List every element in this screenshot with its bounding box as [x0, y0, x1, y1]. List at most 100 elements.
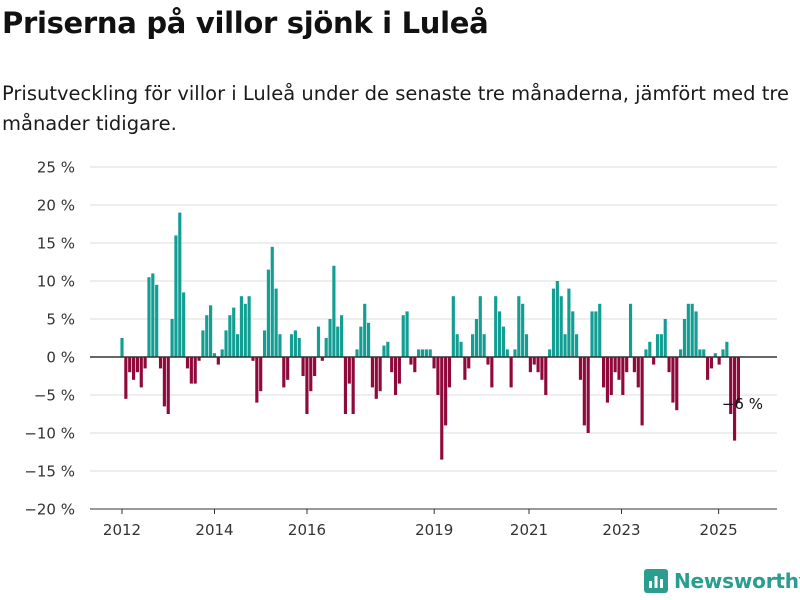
- bar: [278, 334, 282, 357]
- bar: [151, 273, 155, 357]
- bar: [328, 319, 332, 357]
- bar: [386, 341, 390, 357]
- bar: [609, 357, 613, 395]
- bar: [474, 319, 479, 357]
- bar: [648, 341, 652, 357]
- bar: [613, 357, 617, 373]
- x-tick-label: 2019: [415, 521, 453, 539]
- bar: [212, 353, 217, 357]
- bar: [563, 334, 567, 357]
- bar: [721, 349, 725, 357]
- bar: [262, 330, 267, 357]
- bar: [417, 349, 421, 357]
- bar: [139, 357, 143, 388]
- bar: [702, 349, 706, 357]
- bar: [347, 357, 351, 384]
- bar: [209, 305, 213, 357]
- bar: [451, 296, 455, 357]
- bar: [682, 319, 687, 357]
- bar: [232, 307, 236, 357]
- bar: [332, 265, 336, 357]
- bar: [706, 357, 710, 380]
- bar: [413, 357, 417, 373]
- bar: [501, 326, 505, 357]
- bar: [725, 341, 729, 357]
- bar: [286, 357, 290, 380]
- bar: [567, 288, 571, 357]
- bar: [128, 357, 132, 373]
- bar: [270, 246, 274, 357]
- bar: [228, 315, 232, 357]
- bar: [621, 357, 625, 395]
- bar: [659, 334, 663, 357]
- bar: [251, 357, 255, 361]
- bar: [359, 326, 363, 357]
- bar: [698, 349, 702, 357]
- y-tick-label: −10 %: [24, 425, 75, 443]
- bar: [409, 357, 413, 365]
- bar: [571, 311, 575, 357]
- x-tick-label: 2025: [700, 521, 738, 539]
- bar: [158, 357, 163, 369]
- bar: [625, 357, 629, 373]
- bar: [274, 288, 278, 357]
- bar: [174, 235, 178, 357]
- bar: [540, 357, 544, 380]
- bar: [575, 334, 579, 357]
- y-tick-label: 20 %: [37, 197, 75, 215]
- bar: [135, 357, 139, 373]
- y-tick-label: 0 %: [46, 349, 75, 367]
- bar: [694, 311, 698, 357]
- bar: [143, 357, 147, 369]
- bar: [193, 357, 197, 384]
- bar: [594, 311, 598, 357]
- bar: [482, 334, 486, 357]
- bar: [424, 349, 428, 357]
- bar: [709, 357, 714, 369]
- bar: [124, 357, 128, 399]
- chart-subtitle: Prisutveckling för villor i Luleå under …: [2, 82, 789, 135]
- bar: [147, 277, 151, 357]
- x-tick-label: 2016: [288, 521, 326, 539]
- bar: [636, 357, 640, 388]
- y-tick-label: −15 %: [24, 463, 75, 481]
- bar: [532, 357, 536, 365]
- bar: [440, 357, 444, 460]
- bar: [420, 349, 425, 357]
- bar: [374, 357, 378, 399]
- bar: [293, 330, 297, 357]
- newsworthy-logo-icon: [644, 569, 668, 593]
- y-tick-label: −20 %: [24, 501, 75, 519]
- bar: [162, 357, 166, 407]
- bar: [652, 357, 656, 365]
- bar: [182, 292, 186, 357]
- bar: [513, 349, 517, 357]
- bar: [517, 296, 521, 357]
- bar-series: [120, 212, 740, 460]
- bar: [686, 303, 690, 357]
- bar: [655, 334, 660, 357]
- y-tick-label: 10 %: [37, 273, 75, 291]
- bar: [679, 349, 683, 357]
- bar: [582, 357, 586, 426]
- bar: [490, 357, 494, 388]
- bar: [713, 353, 717, 357]
- bar: [305, 357, 309, 414]
- bar: [185, 357, 190, 369]
- bar: [559, 296, 563, 357]
- bar: [366, 322, 371, 357]
- bar: [351, 357, 355, 414]
- bar: [671, 357, 675, 403]
- bar: [732, 357, 737, 441]
- bar: [663, 319, 667, 357]
- chart-title: Priserna på villor sjönk i Luleå: [2, 6, 489, 40]
- bar: [247, 296, 251, 357]
- bar: [471, 334, 475, 357]
- bar: [266, 269, 270, 357]
- bar: [178, 212, 182, 357]
- bar: [316, 326, 321, 357]
- bar: [370, 357, 375, 388]
- bar: [239, 296, 244, 357]
- bar: [505, 349, 509, 357]
- bar: [463, 357, 467, 380]
